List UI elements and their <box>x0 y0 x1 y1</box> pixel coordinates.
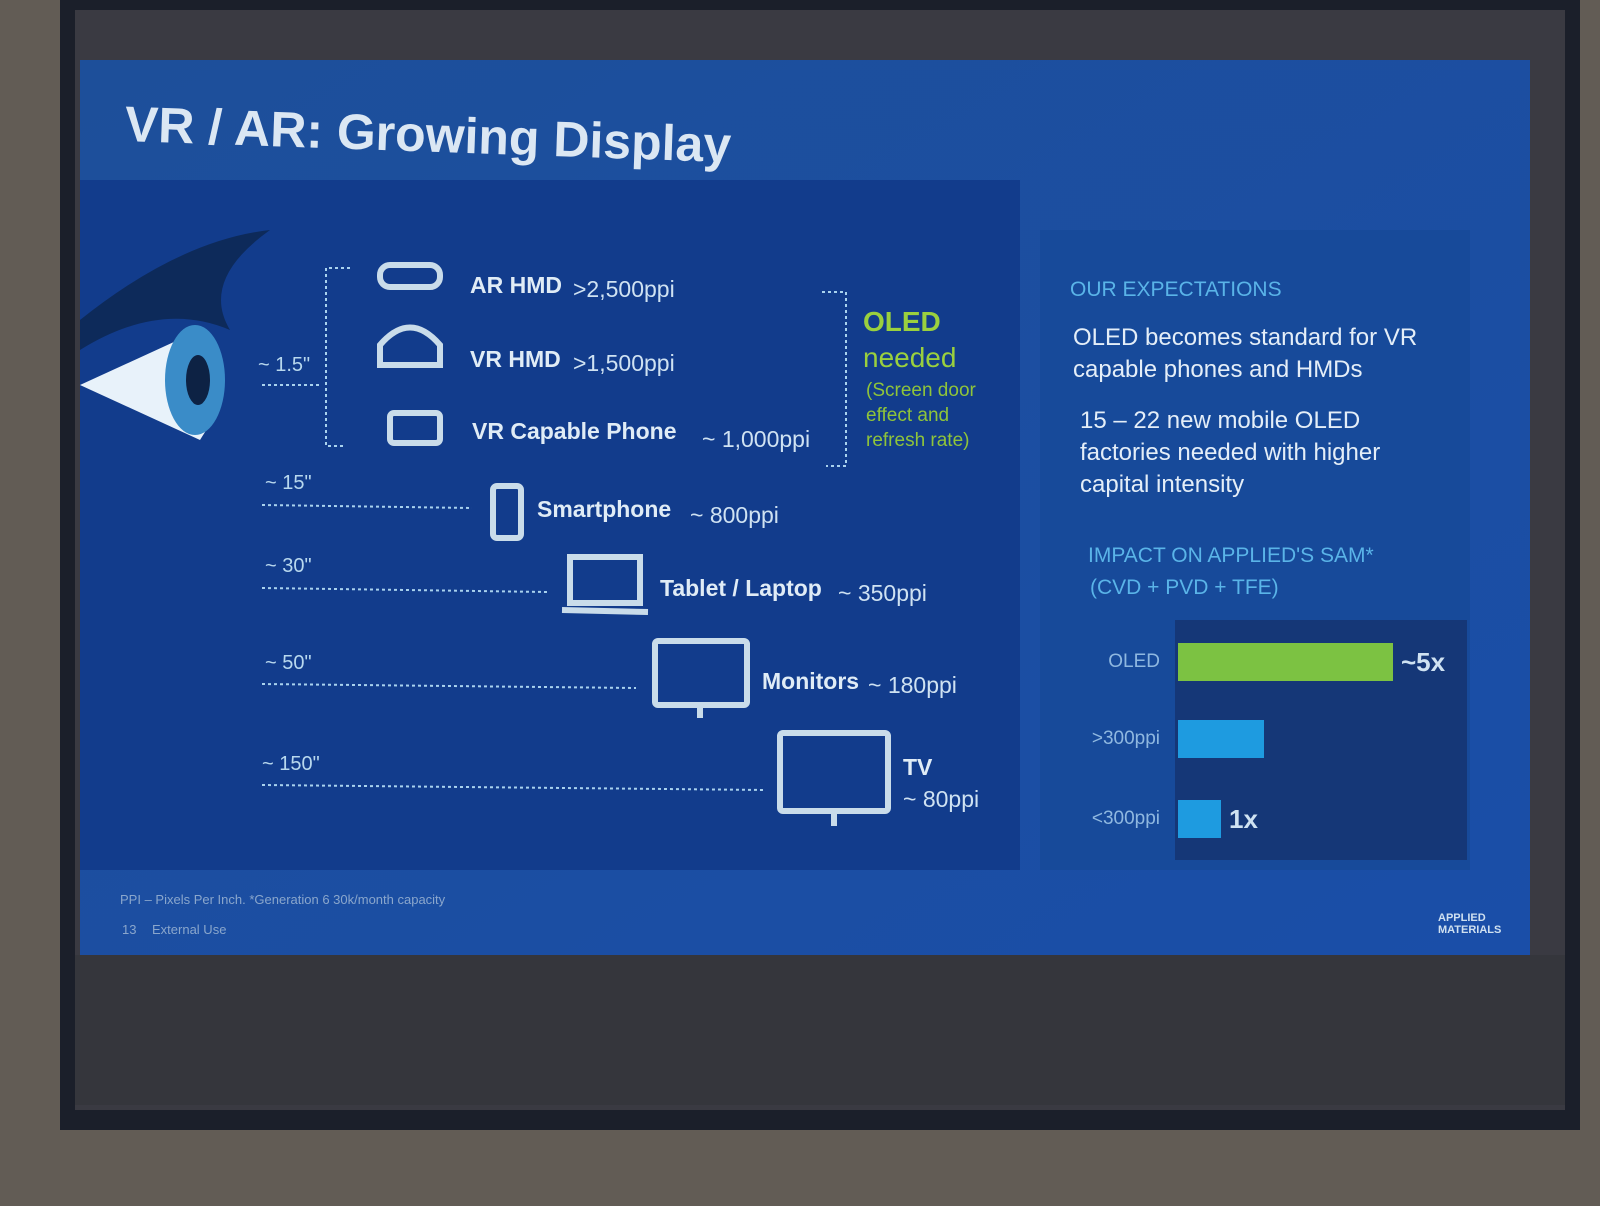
device-name: VR Capable Phone <box>472 418 677 444</box>
connectors <box>261 267 847 791</box>
device-ppi: ~ 1,000ppi <box>702 426 811 452</box>
logo: APPLIED MATERIALS <box>1438 912 1502 936</box>
distance: ~ 50" <box>265 652 312 674</box>
distance: ~ 15" <box>265 472 312 494</box>
screen-lower <box>75 955 1565 1105</box>
expectation-point: 15 – 22 new mobile OLED factories needed… <box>1080 407 1381 498</box>
oled-detail: (Screen door effect and refresh rate) <box>866 380 976 451</box>
bar <box>1178 800 1221 838</box>
eye-pupil <box>186 355 210 405</box>
device-ppi: ~ 180ppi <box>868 672 957 698</box>
bar-label: <300ppi <box>1091 808 1160 829</box>
device-name: Monitors <box>762 668 860 694</box>
expectations-heading: OUR EXPECTATIONS <box>1070 278 1282 301</box>
bar-label: >300ppi <box>1091 728 1160 749</box>
bar-label: OLED <box>1108 651 1160 672</box>
footnote: PPI – Pixels Per Inch. *Generation 6 30k… <box>120 892 446 907</box>
device-ppi: ~ 350ppi <box>838 580 927 606</box>
device-name: TV <box>903 754 933 780</box>
distance: ~ 1.5" <box>258 354 311 376</box>
device-ppi: >2,500ppi <box>573 276 675 302</box>
usage-note: External Use <box>152 922 227 937</box>
bar-value-label: 1x <box>1229 804 1258 834</box>
distance: ~ 30" <box>265 555 312 577</box>
eye-lid <box>80 230 270 350</box>
bar <box>1178 720 1264 758</box>
device-ppi: >1,500ppi <box>573 350 675 376</box>
oled-subtitle: needed <box>863 342 957 373</box>
impact-heading: IMPACT ON APPLIED'S SAM* <box>1088 544 1374 567</box>
device-name: VR HMD <box>470 346 561 372</box>
expectation-point: OLED becomes standard for VR capable pho… <box>1073 324 1418 383</box>
oled-title: OLED <box>863 306 941 337</box>
device-ppi: ~ 800ppi <box>690 502 779 528</box>
device-name: Smartphone <box>537 496 672 522</box>
device-icons <box>377 262 891 826</box>
impact-subheading: (CVD + PVD + TFE) <box>1090 576 1279 599</box>
bar <box>1178 643 1393 681</box>
left-panel <box>80 180 1020 870</box>
device-ppi: ~ 80ppi <box>903 786 980 812</box>
bar-value-label: ~5x <box>1401 647 1446 677</box>
distance: ~ 150" <box>262 753 320 775</box>
device-name: AR HMD <box>470 272 562 298</box>
page-number: 13 <box>122 922 137 937</box>
device-name: Tablet / Laptop <box>660 575 822 601</box>
